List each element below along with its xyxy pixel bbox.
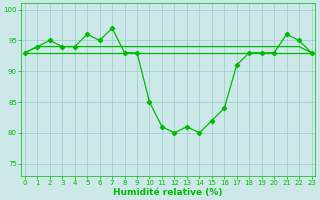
X-axis label: Humidité relative (%): Humidité relative (%) bbox=[114, 188, 223, 197]
